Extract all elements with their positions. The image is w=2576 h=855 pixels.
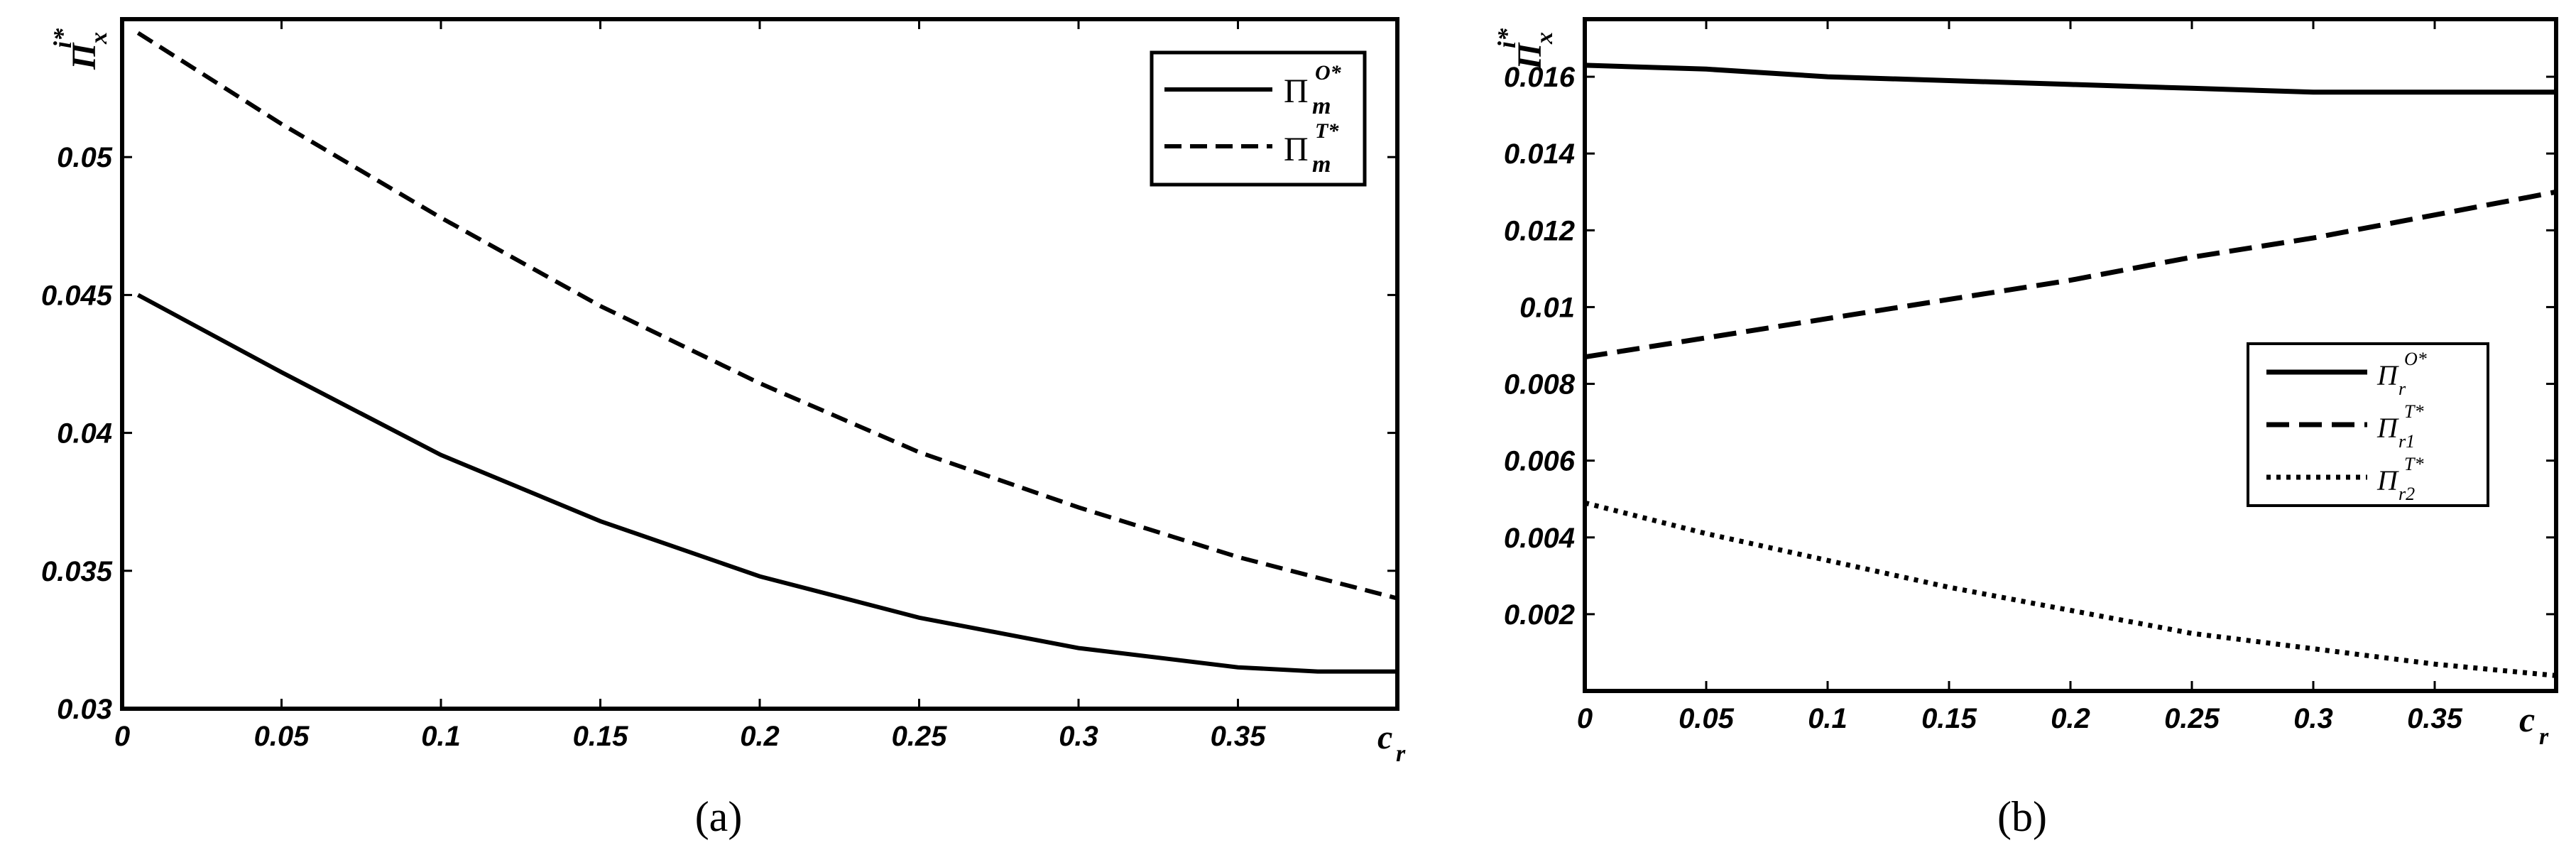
chart-b-y-tick-label: 0.004 [1504,523,1575,554]
chart-a-x-tick-label: 0.05 [254,721,310,752]
chart-a-y-tick-label: 0.035 [41,556,113,587]
chart-b-series-3-line [1584,500,2557,678]
chart-a-x-tick-label: 0.35 [1211,721,1267,752]
chart-b-legend-sup-1: O* [2404,349,2427,369]
chart-a: 0 0.05 0.1 0.15 0.2 0.25 0.3 0.35 0.03 0.035 0.04 0… [41,17,1406,840]
chart-b-y-tick-label: 0.002 [1504,599,1575,631]
chart-a-y-axis-label-main: Π [65,42,103,70]
chart-b-legend-sub-1: r [2398,379,2406,399]
chart-a-x-axis-label-main: c [1377,719,1392,756]
chart-b-y-tick-label: 0.016 [1504,62,1576,93]
chart-b-x-tick-label: 0.05 [1679,703,1735,734]
chart-b-y-axis-label: Π i* x [1492,28,1558,70]
chart-b-x-tick-label: 0.35 [2407,703,2463,734]
chart-a-legend-sub-1: m [1312,93,1331,119]
chart-b-y-axis-label-sub: x [1532,32,1558,45]
chart-a-x-tick-label: 0.15 [573,721,629,752]
chart-a-legend-sup-1: O* [1315,61,1342,85]
chart-b-x-tick-label: 0.1 [1808,703,1848,734]
chart-b-legend-sup-2: T* [2404,401,2423,422]
chart-b-caption: (b) [1997,793,2047,840]
chart-a-y-axis-label-sub: x [86,32,112,45]
chart-a-series-1-line [136,293,1397,674]
chart-b-x-axis-label-main: c [2519,699,2535,739]
chart-b-y-tick-label: 0.014 [1504,138,1575,170]
chart-a-y-axis-label: Π i* x [48,28,112,70]
chart-a-x-tick-label: 0.25 [892,721,948,752]
chart-b-legend-label-3: Π [2376,464,2399,496]
chart-a-legend-box [1150,50,1367,187]
chart-a-legend: Π O* m Π T* m [1150,50,1367,187]
chart-b-series-group [1584,62,2557,678]
chart-b-x-tick-label: 0.3 [2293,703,2333,734]
chart-b-y-axis-label-sup: i* [1492,28,1521,48]
chart-b: 0 0.05 0.1 0.15 0.2 0.25 0.3 0.35 0.002 0.004 0.00… [1492,17,2558,840]
chart-b-x-axis-label-sub: r [2539,724,2549,750]
chart-b-y-axis-label-main: Π [1511,42,1549,70]
chart-b-legend-sub-3: r2 [2398,484,2415,504]
chart-b-legend-sup-3: T* [2404,454,2423,474]
chart-a-y-tick-label: 0.05 [57,142,113,173]
chart-a-x-tick-label: 0.3 [1059,721,1098,752]
chart-b-y-tick-label: 0.008 [1504,369,1576,401]
chart-b-legend-label-1: Π [2376,359,2399,391]
chart-a-series-group [136,31,1398,674]
chart-b-series-2-line [1584,189,2557,360]
chart-a-legend-label-1: Π [1284,72,1309,110]
chart-a-x-axis-label-sub: r [1396,741,1406,767]
chart-b-legend-sub-2: r1 [2398,431,2415,452]
chart-b-legend: Π O* r Π T* r1 Π T* r2 [2247,342,2489,507]
chart-a-legend-sup-2: T* [1315,119,1339,143]
chart-a-x-tick-label: 0.2 [740,721,780,752]
chart-b-legend-label-2: Π [2376,412,2399,444]
chart-b-y-tick-label: 0.01 [1519,292,1575,323]
chart-a-x-tick-label: 0.1 [421,721,461,752]
chart-a-legend-label-2: Π [1284,131,1309,168]
chart-b-x-tick-label: 0.15 [1921,703,1977,734]
chart-a-axis-ticks: 0 0.05 0.1 0.15 0.2 0.25 0.3 0.35 0.03 0.035 0.04 0… [41,19,1397,752]
chart-b-axis-ticks: 0 0.05 0.1 0.15 0.2 0.25 0.3 0.35 0.002 0.004 0.00… [1504,19,2556,734]
chart-a-legend-sub-2: m [1312,151,1331,178]
chart-b-x-axis-label: c r [2519,699,2549,750]
chart-b-y-tick-label: 0.006 [1504,446,1576,477]
chart-b-x-tick-label: 0.2 [2051,703,2090,734]
chart-b-y-tick-label: 0.012 [1504,215,1575,246]
chart-b-x-tick-label: 0 [1577,703,1593,734]
chart-a-y-tick-label: 0.045 [41,280,113,311]
chart-a-y-tick-label: 0.03 [57,694,112,725]
chart-a-y-tick-label: 0.04 [57,418,112,450]
chart-b-series-1-line [1584,62,2556,95]
chart-a-x-axis-label: c r [1377,719,1406,767]
chart-a-series-2-line [136,31,1398,601]
chart-a-x-tick-label: 0 [114,721,130,752]
chart-b-x-tick-label: 0.25 [2164,703,2220,734]
chart-a-y-axis-label-sup: i* [48,28,77,48]
chart-a-caption: (a) [695,793,743,840]
